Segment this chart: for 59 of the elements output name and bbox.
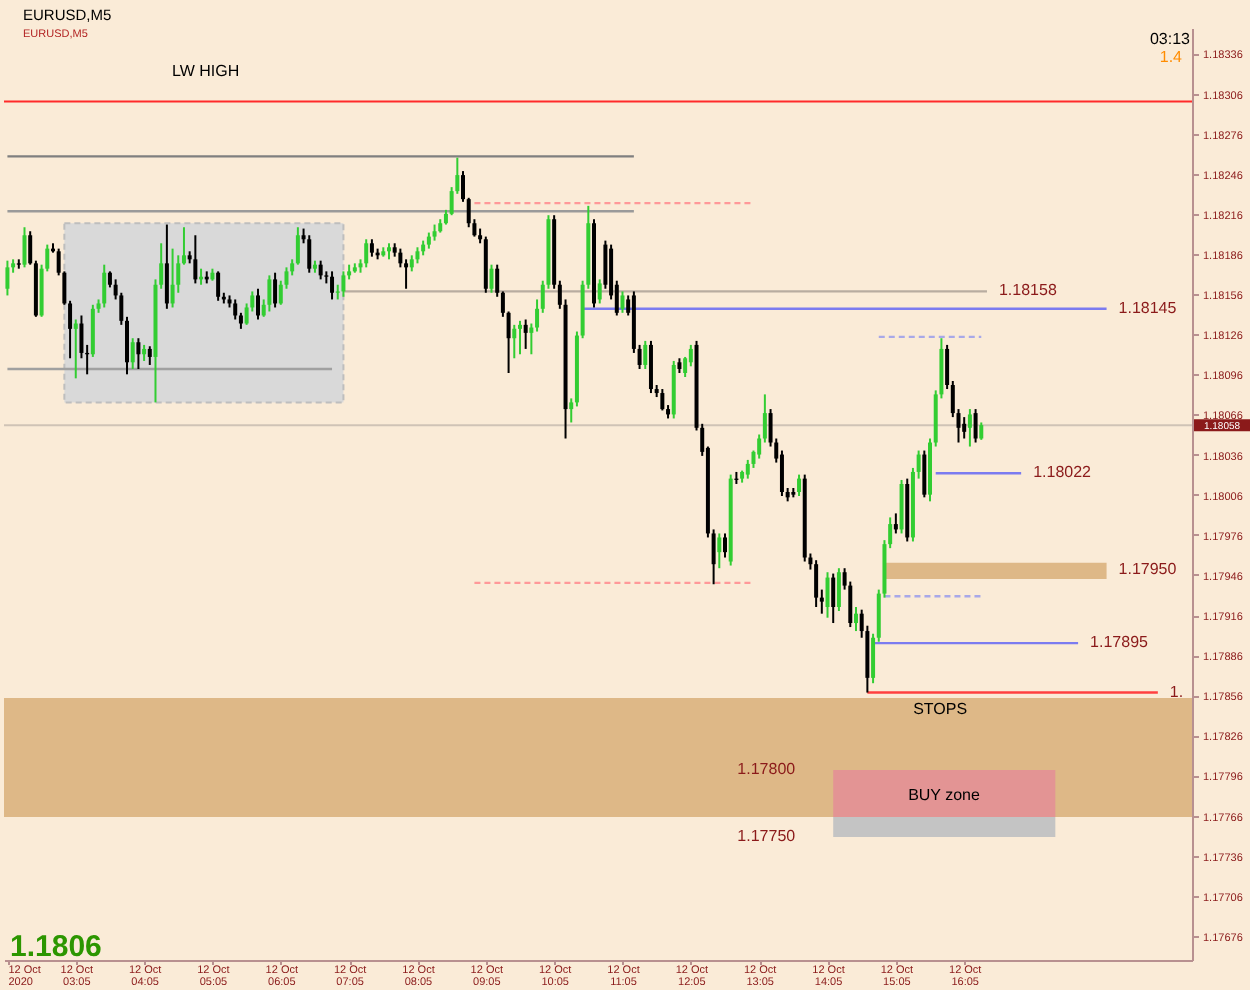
annotation: 03:13	[1149, 30, 1192, 48]
candlestick	[814, 559, 819, 608]
candlestick	[193, 234, 198, 285]
candlestick	[73, 318, 78, 380]
candlestick	[717, 532, 722, 570]
candlestick	[893, 512, 898, 535]
candlestick	[973, 408, 978, 444]
candlestick	[825, 571, 830, 619]
candlestick	[745, 458, 750, 480]
candlestick	[267, 274, 272, 313]
candlestick	[341, 270, 346, 298]
candlestick	[22, 226, 27, 269]
candlestick	[648, 339, 653, 395]
candlestick	[489, 263, 494, 294]
annotation: 1.17750	[737, 826, 797, 845]
ref-line-label: LW HIGH	[172, 61, 240, 80]
candlestick	[256, 287, 260, 321]
candlestick	[597, 278, 602, 305]
candlestick	[836, 567, 841, 612]
candlestick	[523, 318, 528, 350]
candlestick	[660, 388, 665, 412]
candlestick	[273, 271, 278, 309]
annotation: 1.1806	[10, 930, 102, 964]
annotation: 1.18145	[1118, 298, 1178, 317]
band-label: STOPS	[913, 699, 968, 718]
candlestick	[147, 345, 152, 366]
annotation: 1.17950	[1118, 559, 1178, 578]
annotation: 1.18158	[998, 281, 1058, 300]
candlestick	[307, 234, 312, 274]
candlestick	[723, 532, 727, 559]
candlestick	[797, 473, 802, 498]
candlestick	[967, 408, 972, 448]
candlestick	[90, 303, 95, 358]
annotation: 1.18022	[1033, 463, 1093, 482]
candlestick	[233, 298, 238, 321]
candlestick	[620, 290, 625, 314]
candlestick	[136, 337, 141, 370]
candlestick	[517, 319, 522, 356]
candlestick	[853, 605, 858, 633]
candlestick	[643, 339, 648, 370]
annotation: 1.4	[1159, 48, 1184, 66]
candlestick	[922, 449, 927, 499]
candlestick	[164, 223, 169, 310]
candlestick	[216, 270, 221, 302]
candlestick	[170, 247, 175, 309]
candlestick	[364, 238, 369, 269]
candlestick	[962, 416, 967, 440]
candlestick	[512, 323, 517, 360]
annotation: 1.	[1169, 682, 1184, 701]
candlestick	[102, 263, 107, 309]
annotation: 1.17800	[737, 760, 797, 779]
candlestick	[5, 259, 10, 297]
annotation: BUY zone	[908, 786, 981, 804]
candlestick	[330, 270, 335, 301]
candlestick	[318, 259, 323, 281]
annotation: 1.17895	[1090, 633, 1150, 652]
candlestick	[899, 478, 904, 535]
candlestick	[130, 337, 135, 370]
candlestick	[831, 572, 836, 625]
